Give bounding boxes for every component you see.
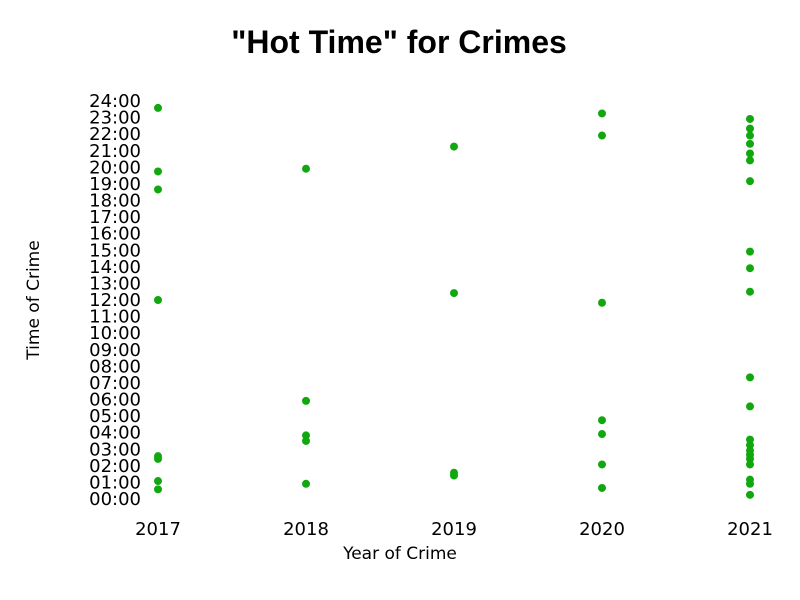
data-point bbox=[746, 446, 754, 455]
x-tick-label: 2020 bbox=[579, 519, 625, 540]
data-point bbox=[746, 475, 754, 484]
data-point bbox=[154, 185, 162, 194]
y-tick-label: 16:00 bbox=[89, 224, 141, 245]
data-point bbox=[450, 468, 458, 477]
data-point bbox=[302, 164, 310, 173]
data-point bbox=[598, 109, 606, 118]
y-tick-label: 13:00 bbox=[89, 273, 141, 294]
data-point bbox=[154, 296, 162, 304]
data-point bbox=[154, 452, 162, 461]
y-tick-label: 17:00 bbox=[89, 207, 141, 228]
y-tick-label: 24:00 bbox=[89, 91, 141, 112]
data-point bbox=[746, 460, 754, 469]
data-point bbox=[746, 139, 754, 148]
data-point bbox=[746, 247, 754, 256]
data-point bbox=[746, 402, 754, 411]
y-tick-label: 11:00 bbox=[89, 307, 141, 328]
data-point bbox=[598, 131, 606, 140]
data-point bbox=[450, 289, 458, 298]
y-tick-label: 18:00 bbox=[89, 191, 141, 212]
data-point bbox=[746, 124, 754, 133]
data-point bbox=[746, 149, 754, 158]
y-tick-label: 08:00 bbox=[89, 356, 141, 377]
y-tick-label: 07:00 bbox=[89, 373, 141, 394]
data-point bbox=[302, 396, 310, 405]
y-tick-label: 09:00 bbox=[89, 340, 141, 361]
data-point bbox=[154, 477, 162, 486]
data-point bbox=[746, 435, 754, 444]
data-points bbox=[154, 103, 754, 499]
data-point bbox=[746, 264, 754, 273]
y-tick-label: 15:00 bbox=[89, 240, 141, 261]
y-tick-label: 19:00 bbox=[89, 174, 141, 195]
data-point bbox=[302, 431, 310, 440]
data-point bbox=[598, 460, 606, 469]
y-tick-label: 02:00 bbox=[89, 456, 141, 477]
data-point bbox=[450, 142, 458, 151]
y-tick-label: 14:00 bbox=[89, 257, 141, 278]
data-point bbox=[302, 479, 310, 488]
y-tick-label: 22:00 bbox=[89, 124, 141, 145]
y-axis-tick-labels: 00:0001:0002:0003:0004:0005:0006:0007:00… bbox=[89, 91, 141, 510]
data-point bbox=[302, 436, 310, 445]
x-axis-tick-labels: 2017 2018 2019 2020 2021 bbox=[135, 519, 773, 540]
y-tick-label: 05:00 bbox=[89, 406, 141, 427]
y-tick-label: 04:00 bbox=[89, 423, 141, 444]
y-tick-label: 03:00 bbox=[89, 439, 141, 460]
data-point bbox=[598, 416, 606, 425]
y-tick-label: 21:00 bbox=[89, 141, 141, 162]
x-tick-label: 2017 bbox=[135, 519, 181, 540]
data-point bbox=[746, 156, 754, 165]
y-tick-label: 01:00 bbox=[89, 472, 141, 493]
data-point bbox=[154, 485, 162, 494]
x-tick-label: 2019 bbox=[431, 519, 477, 540]
data-point bbox=[746, 373, 754, 382]
x-tick-label: 2018 bbox=[283, 519, 329, 540]
data-point bbox=[746, 177, 754, 186]
data-point bbox=[746, 131, 754, 140]
data-point bbox=[598, 298, 606, 307]
data-point bbox=[746, 287, 754, 296]
y-tick-label: 06:00 bbox=[89, 390, 141, 411]
data-point bbox=[154, 103, 162, 112]
y-tick-label: 00:00 bbox=[89, 489, 141, 510]
data-point bbox=[746, 114, 754, 123]
x-tick-label: 2021 bbox=[727, 519, 773, 540]
y-tick-label: 23:00 bbox=[89, 108, 141, 129]
x-axis-label: Year of Crime bbox=[342, 544, 457, 564]
data-point bbox=[598, 483, 606, 492]
data-point bbox=[154, 167, 162, 176]
y-axis-label: Time of Crime bbox=[24, 240, 44, 360]
chart-title: "Hot Time" for Crimes bbox=[231, 24, 567, 60]
y-tick-label: 10:00 bbox=[89, 323, 141, 344]
y-tick-label: 20:00 bbox=[89, 157, 141, 178]
data-point bbox=[746, 490, 754, 499]
y-tick-label: 12:00 bbox=[89, 290, 141, 311]
data-point bbox=[746, 441, 754, 450]
data-point bbox=[598, 430, 606, 439]
